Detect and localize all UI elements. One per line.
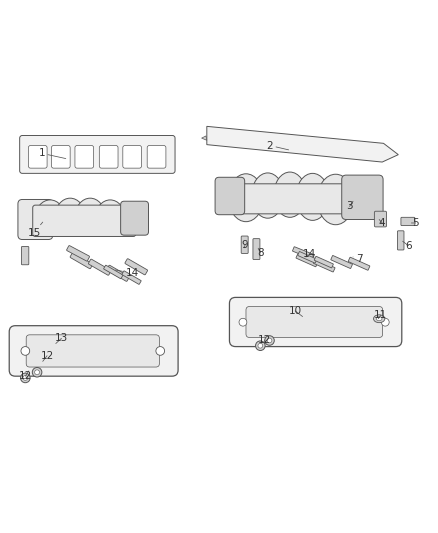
Text: 1: 1 <box>39 148 66 158</box>
Text: 11: 11 <box>374 310 388 320</box>
Polygon shape <box>201 136 207 140</box>
FancyBboxPatch shape <box>125 259 148 275</box>
Ellipse shape <box>23 376 28 381</box>
FancyBboxPatch shape <box>99 146 118 168</box>
FancyBboxPatch shape <box>314 256 333 268</box>
Text: 14: 14 <box>116 268 138 278</box>
Text: 10: 10 <box>289 306 303 317</box>
Ellipse shape <box>267 338 272 343</box>
Ellipse shape <box>95 200 125 236</box>
FancyBboxPatch shape <box>374 211 387 227</box>
Ellipse shape <box>255 341 265 351</box>
FancyBboxPatch shape <box>21 246 29 265</box>
FancyBboxPatch shape <box>67 246 89 261</box>
Text: 2: 2 <box>267 141 289 150</box>
FancyBboxPatch shape <box>231 184 350 214</box>
Text: 8: 8 <box>257 247 264 257</box>
Ellipse shape <box>32 367 42 377</box>
FancyBboxPatch shape <box>241 236 248 254</box>
Text: 4: 4 <box>379 218 385 228</box>
Ellipse shape <box>265 336 274 345</box>
Text: 12: 12 <box>19 371 32 381</box>
FancyBboxPatch shape <box>122 271 141 285</box>
Ellipse shape <box>296 173 329 220</box>
FancyBboxPatch shape <box>147 146 166 168</box>
Ellipse shape <box>376 317 382 321</box>
Text: 15: 15 <box>28 222 43 238</box>
FancyBboxPatch shape <box>75 146 94 168</box>
Ellipse shape <box>252 173 284 218</box>
Ellipse shape <box>229 174 263 222</box>
FancyBboxPatch shape <box>120 201 148 235</box>
FancyBboxPatch shape <box>331 255 353 269</box>
FancyBboxPatch shape <box>88 259 111 275</box>
FancyBboxPatch shape <box>296 254 318 266</box>
Ellipse shape <box>35 200 65 236</box>
Ellipse shape <box>318 174 354 225</box>
FancyBboxPatch shape <box>215 177 245 215</box>
FancyBboxPatch shape <box>293 247 314 259</box>
Text: 7: 7 <box>353 254 363 264</box>
Text: 12: 12 <box>40 351 54 361</box>
Ellipse shape <box>21 346 30 356</box>
FancyBboxPatch shape <box>107 265 129 281</box>
FancyBboxPatch shape <box>51 146 70 168</box>
FancyBboxPatch shape <box>230 297 402 346</box>
FancyBboxPatch shape <box>9 326 178 376</box>
FancyBboxPatch shape <box>246 306 383 337</box>
FancyBboxPatch shape <box>342 175 383 220</box>
Ellipse shape <box>21 373 30 383</box>
Text: 9: 9 <box>242 240 248 250</box>
FancyBboxPatch shape <box>28 146 47 168</box>
Ellipse shape <box>374 315 385 322</box>
Ellipse shape <box>274 172 306 217</box>
Text: 6: 6 <box>403 240 412 251</box>
Text: 5: 5 <box>411 218 419 228</box>
FancyBboxPatch shape <box>47 337 64 347</box>
FancyBboxPatch shape <box>33 205 136 237</box>
FancyBboxPatch shape <box>18 199 53 239</box>
Ellipse shape <box>35 370 39 375</box>
FancyBboxPatch shape <box>123 146 141 168</box>
FancyBboxPatch shape <box>401 217 415 225</box>
FancyBboxPatch shape <box>20 135 175 173</box>
Text: 13: 13 <box>55 333 68 344</box>
Ellipse shape <box>239 318 247 326</box>
Text: 14: 14 <box>303 249 316 260</box>
FancyBboxPatch shape <box>314 259 335 272</box>
FancyBboxPatch shape <box>348 257 370 270</box>
Ellipse shape <box>75 198 105 234</box>
FancyBboxPatch shape <box>26 335 159 367</box>
Polygon shape <box>207 126 398 162</box>
Ellipse shape <box>381 318 389 326</box>
Text: 12: 12 <box>258 335 271 345</box>
FancyBboxPatch shape <box>253 239 260 260</box>
FancyBboxPatch shape <box>397 231 404 250</box>
FancyBboxPatch shape <box>298 252 317 263</box>
Ellipse shape <box>55 198 85 234</box>
Ellipse shape <box>258 343 263 348</box>
Text: 3: 3 <box>346 201 353 212</box>
FancyBboxPatch shape <box>70 253 93 269</box>
FancyBboxPatch shape <box>104 265 123 279</box>
Ellipse shape <box>156 346 165 356</box>
